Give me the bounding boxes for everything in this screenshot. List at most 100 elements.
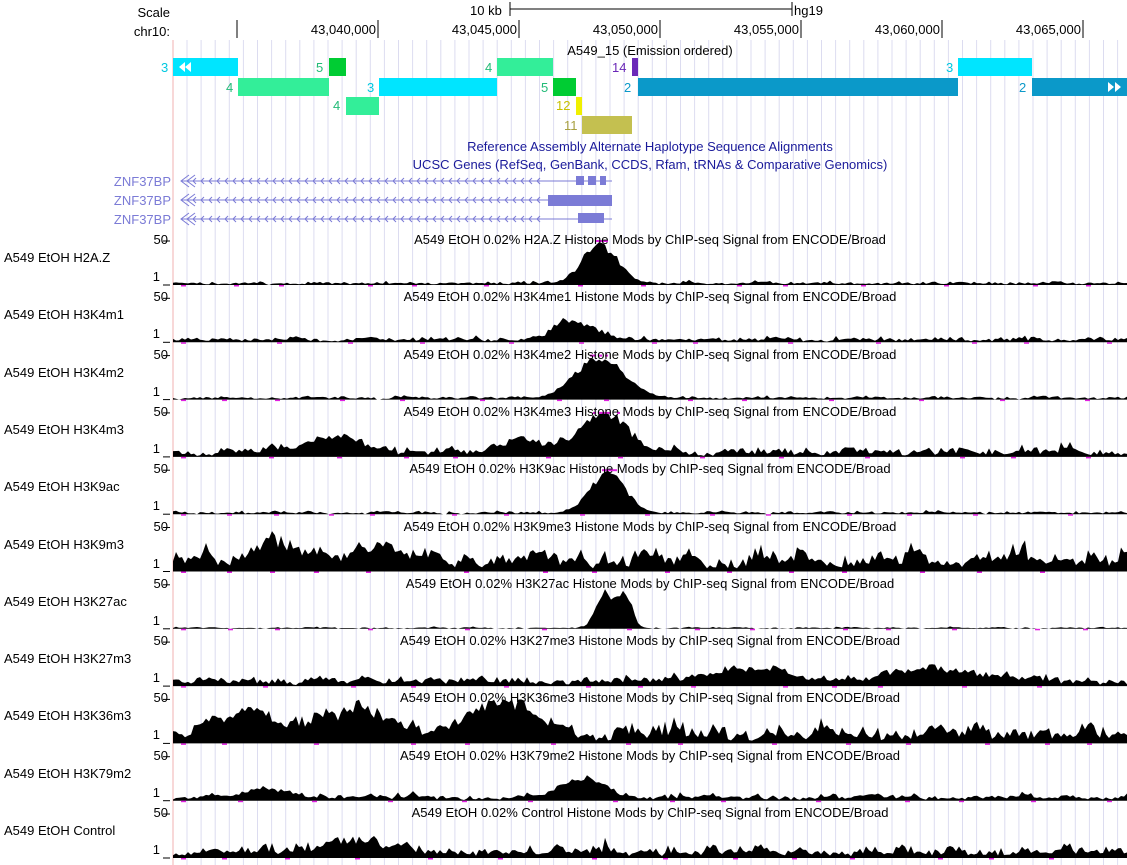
strand-arrow-icon xyxy=(272,177,277,185)
zero-marker xyxy=(789,571,794,573)
track-label[interactable]: A549 EtOH H3K36m3 xyxy=(4,708,132,724)
zero-marker xyxy=(772,743,777,745)
segment-block[interactable] xyxy=(329,58,346,76)
signal-profile[interactable] xyxy=(173,836,1127,858)
track-title[interactable]: A549 EtOH 0.02% H3K27ac Histone Mods by … xyxy=(405,575,895,591)
zero-marker xyxy=(766,514,771,516)
strand-arrow-icon xyxy=(224,177,229,185)
track-title[interactable]: A549 EtOH 0.02% Control Histone Mods by … xyxy=(411,805,889,820)
track-title[interactable]: A549 EtOH 0.02% H3K4me3 Histone Mods by … xyxy=(403,403,897,419)
segment-block[interactable] xyxy=(632,58,638,76)
segment-block[interactable] xyxy=(553,78,576,96)
track-label[interactable]: A549 EtOH H3K27ac xyxy=(4,593,127,609)
track-title[interactable]: A549 EtOH 0.02% H3K27me3 Histone Mods by… xyxy=(399,633,901,649)
gene-exon[interactable] xyxy=(576,176,584,185)
gene-label[interactable]: ZNF37BP xyxy=(113,212,171,227)
alt-haplotypes-track-title[interactable]: Reference Assembly Alternate Haplotype S… xyxy=(467,139,833,154)
track-label[interactable]: A549 EtOH H3K79m2 xyxy=(4,765,132,781)
track-label[interactable]: A549 EtOH H3K27m3 xyxy=(4,651,132,667)
segment-block[interactable] xyxy=(497,58,553,76)
track-label[interactable]: A549 EtOH H3K4m2 xyxy=(4,364,124,380)
zero-marker xyxy=(792,858,797,860)
track-title[interactable]: A549 EtOH 0.02% H3K9ac Histone Mods by C… xyxy=(409,461,891,477)
zero-marker xyxy=(452,514,457,516)
signal-profile[interactable] xyxy=(173,664,1127,687)
track-title[interactable]: A549 EtOH 0.02% H3K36me3 Histone Mods by… xyxy=(399,690,901,706)
track-label[interactable]: A549 EtOH H2A.Z xyxy=(4,250,111,265)
strand-arrow-icon xyxy=(424,196,429,204)
track-label[interactable]: A549 EtOH H3K9m3 xyxy=(4,536,124,552)
track-label[interactable]: A549 EtOH H3K9ac xyxy=(4,479,120,495)
gene-start-arrow-icon xyxy=(180,193,190,207)
strand-arrow-icon xyxy=(488,196,493,204)
zero-marker xyxy=(829,399,834,402)
gene-label[interactable]: ZNF37BP xyxy=(113,193,171,208)
zero-marker xyxy=(480,399,485,402)
signal-profile[interactable] xyxy=(173,358,1127,400)
track-label[interactable]: A549 EtOH H3K4m3 xyxy=(4,421,124,437)
gene-exon[interactable] xyxy=(600,176,606,185)
track-label[interactable]: A549 EtOH Control xyxy=(4,823,116,838)
track-title[interactable]: A549 EtOH 0.02% H3K4me1 Histone Mods by … xyxy=(403,289,897,305)
signal-profile[interactable] xyxy=(173,242,1127,285)
signal-profile[interactable] xyxy=(173,699,1127,744)
strand-arrow-icon xyxy=(248,177,253,185)
zero-marker xyxy=(181,399,186,402)
track-label[interactable]: A549 EtOH H3K4m1 xyxy=(4,307,124,323)
zero-marker xyxy=(227,514,232,516)
strand-arrow-icon xyxy=(424,215,429,223)
segment-block[interactable] xyxy=(346,97,379,115)
gene-start-arrow-icon xyxy=(186,193,196,207)
segment-block[interactable] xyxy=(582,116,632,134)
scale-bar-text: 10 kb xyxy=(470,3,502,18)
zero-marker xyxy=(546,456,551,459)
segment-block[interactable] xyxy=(379,78,497,96)
segment-block[interactable] xyxy=(638,78,958,96)
strand-arrow-icon xyxy=(504,215,509,223)
zero-marker xyxy=(816,800,821,803)
clip-marker xyxy=(593,411,596,414)
genes-track-title[interactable]: UCSC Genes (RefSeq, GenBank, CCDS, Rfam,… xyxy=(412,157,888,172)
gene-exon[interactable] xyxy=(548,195,612,206)
segment-block[interactable] xyxy=(958,58,1032,76)
gene-exon[interactable] xyxy=(588,176,596,185)
track-title[interactable]: A549 EtOH 0.02% H3K79me2 Histone Mods by… xyxy=(399,747,901,763)
segment-block[interactable] xyxy=(1032,78,1127,96)
signal-profile[interactable] xyxy=(173,412,1127,457)
zero-marker xyxy=(181,743,186,745)
zero-marker xyxy=(181,514,186,516)
signal-profile[interactable] xyxy=(173,775,1127,801)
gene-label[interactable]: ZNF37BP xyxy=(113,174,171,189)
zero-marker xyxy=(592,858,597,860)
gene-exon[interactable] xyxy=(578,213,604,223)
zero-marker xyxy=(627,628,632,631)
segmentation-track-title[interactable]: A549_15 (Emission ordered) xyxy=(567,43,733,58)
zero-marker xyxy=(181,285,186,287)
track-title[interactable]: A549 EtOH 0.02% H3K4me2 Histone Mods by … xyxy=(403,346,897,362)
signal-profile[interactable] xyxy=(173,470,1127,515)
strand-arrow-icon xyxy=(512,177,517,185)
strand-arrow-icon xyxy=(488,215,493,223)
segment-block[interactable] xyxy=(576,97,582,115)
strand-arrow-icon xyxy=(232,177,237,185)
zero-marker xyxy=(989,858,994,860)
axis-max-label: 50 xyxy=(153,518,168,534)
zero-marker xyxy=(641,285,646,287)
zero-marker xyxy=(960,456,965,459)
zero-marker xyxy=(181,800,186,803)
strand-arrow-icon xyxy=(200,177,205,185)
segment-block[interactable] xyxy=(238,78,329,96)
signal-profile[interactable] xyxy=(173,531,1127,572)
track-title[interactable]: A549 EtOH 0.02% H3K9me3 Histone Mods by … xyxy=(403,518,897,534)
signal-profile[interactable] xyxy=(173,589,1127,629)
zero-marker xyxy=(876,342,881,344)
zero-marker xyxy=(263,686,268,688)
signal-profile[interactable] xyxy=(173,318,1127,343)
zero-marker xyxy=(1031,800,1036,803)
zero-marker xyxy=(586,686,591,688)
track-title[interactable]: A549 EtOH 0.02% H2A.Z Histone Mods by Ch… xyxy=(414,232,886,247)
segment-block[interactable] xyxy=(173,58,238,76)
zero-marker xyxy=(906,743,911,745)
